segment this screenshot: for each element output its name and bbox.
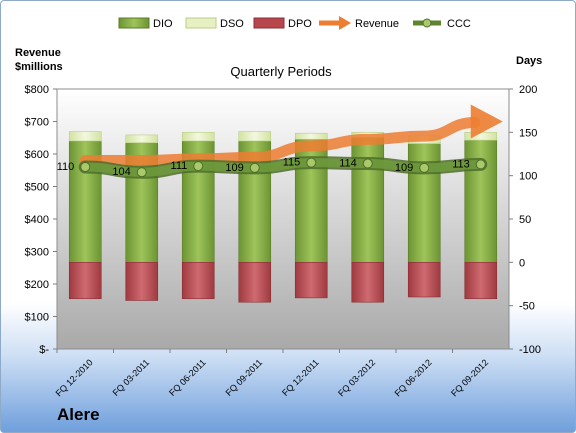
ccc-point [362,158,373,169]
ccc-data-label: 111 [171,160,188,172]
ccc-data-label: 114 [339,158,357,170]
dpo-bar [464,262,498,300]
legend-label-ccc: CCC [447,18,471,30]
ccc-point [249,162,260,173]
legend-marker-ccc [422,18,432,28]
ccc-data-label: 110 [57,161,75,173]
left-axis-tick-label: $- [39,344,49,356]
dso-bar [125,134,159,144]
legend-swatch-dio [118,17,150,29]
left-axis-tick-label: $400 [25,214,49,226]
legend-label-dso: DSO [220,18,244,30]
left-axis-label-line2: $millions [15,61,63,73]
x-axis-tick-label: FQ 06-2012 [393,357,434,398]
ccc-data-label: 109 [225,162,243,174]
legend-label-dio: DIO [153,18,173,30]
right-axis-label: Days [516,55,542,67]
left-axis-tick-label: $500 [25,182,49,194]
revenue-line [79,117,481,166]
legend: DIO DSO DPO Revenue CCC [118,16,471,30]
ccc-data-label: 115 [283,157,301,169]
dpo-bar [407,262,441,298]
right-axis-tick-label: 200 [519,84,537,96]
right-axis-tick-label: -100 [519,344,541,356]
left-axis-tick-label: $600 [25,149,49,161]
ccc-data-label: 113 [452,158,470,170]
right-axis-tick-label: 50 [519,214,531,226]
ccc-point [136,167,147,178]
right-axis-tick-label: 100 [519,171,537,183]
ccc-data-label: 104 [112,166,130,178]
dso-bar [68,131,102,142]
ccc-point [80,162,91,172]
ccc-data-label: 109 [395,162,413,174]
x-axis-tick-label: FQ 12-2011 [280,357,321,398]
left-axis-tick-label: $300 [25,247,49,259]
dio-bar [351,137,385,263]
dso-bar [294,132,328,140]
ccc-point [419,162,430,173]
x-axis-tick-label: FQ 12-2010 [54,357,95,398]
dpo-bar [181,262,215,300]
chart-title: Quarterly Periods [230,64,332,79]
legend-label-dpo: DPO [288,18,312,30]
x-axis-tick-label: FQ 03-2011 [111,357,152,398]
legend-swatch-dso [185,17,217,29]
dpo-bar [238,262,272,303]
dpo-bar [351,262,385,303]
left-axis-tick-label: $700 [25,117,49,129]
x-axis-tick-label: FQ 09-2012 [449,357,490,398]
company-name: Alere [57,405,100,424]
right-axis-tick-label: 0 [519,257,525,269]
dpo-bar [68,262,102,300]
dpo-bar [125,262,159,301]
right-axis-tick-label: -50 [519,301,535,313]
left-axis-tick-label: $800 [25,84,49,96]
revenue-arrowhead [470,104,503,139]
ccc-point [475,159,486,170]
x-axis-tick-label: FQ 06-2011 [167,357,208,398]
dso-bar [238,131,272,142]
legend-label-revenue: Revenue [355,18,399,30]
left-axis-label-line1: Revenue [15,47,61,59]
dpo-bar [294,262,328,299]
dso-bar [464,132,498,141]
legend-arrowhead-revenue [339,16,351,30]
ccc-layer: 110 104 111 109 115 114 109 113 [57,156,488,179]
left-axis-tick-label: $200 [25,279,49,291]
legend-swatch-dpo [253,17,285,29]
x-axis-tick-label: FQ 09-2011 [224,357,265,398]
revenue-layer [79,104,503,166]
x-axis-tick-label: FQ 03-2012 [336,357,377,398]
dso-bar [181,132,215,142]
right-axis-tick-label: 150 [519,127,537,139]
ccc-point [306,157,317,168]
left-axis-tick-label: $100 [25,312,49,324]
ccc-point [193,161,204,172]
ccc-line [80,158,486,177]
